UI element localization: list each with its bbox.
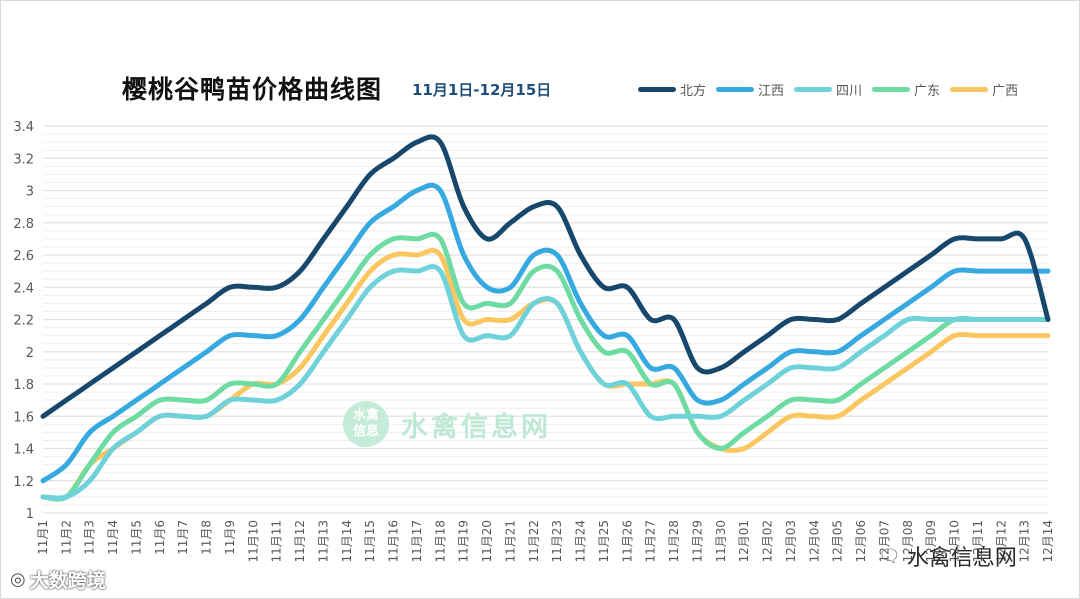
y-tick-label: 2 — [26, 346, 34, 361]
x-tick-label: 11月18 — [433, 520, 447, 563]
x-tick-label: 11月15 — [363, 520, 377, 563]
legend-label: 广东 — [914, 84, 941, 99]
x-tick-label: 11月27 — [644, 520, 658, 563]
x-tick-label: 11月23 — [550, 520, 564, 563]
x-tick-label: 11月30 — [714, 520, 728, 563]
x-tick-label: 11月14 — [340, 520, 354, 563]
x-tick-label: 11月11 — [270, 520, 284, 563]
x-tick-label: 11月7 — [176, 520, 190, 555]
x-tick-label: 12月02 — [761, 520, 775, 563]
x-tick-label: 12月06 — [854, 520, 868, 563]
x-tick-label: 12月12 — [994, 520, 1008, 563]
y-tick-label: 3.4 — [13, 120, 34, 135]
legend-item: 广东 — [872, 80, 940, 99]
legend-label: 北方 — [680, 84, 707, 99]
x-tick-label: 11月9 — [223, 520, 237, 555]
watermark-center-text: 水禽信息网 — [401, 411, 551, 443]
x-tick-label: 11月17 — [410, 520, 424, 563]
legend-swatch — [638, 87, 676, 92]
grid-lines — [43, 125, 1048, 514]
legend-label: 江西 — [758, 84, 785, 99]
y-tick-label: 2.4 — [13, 281, 34, 296]
x-tick-label: 12月14 — [1041, 520, 1055, 563]
x-tick-label: 12月05 — [831, 520, 845, 563]
legend-item: 江西 — [716, 80, 784, 99]
x-tick-label: 12月04 — [807, 520, 821, 563]
legend-item: 四川 — [794, 80, 862, 99]
y-tick-label: 2.2 — [13, 314, 34, 329]
legend-swatch — [950, 87, 989, 92]
watermark-center: 水禽 信息 水禽信息网 — [343, 401, 551, 447]
watermark-bottom-left-text: 大数跨境 — [29, 570, 106, 592]
x-tick-label: 11月12 — [293, 520, 307, 563]
x-tick-label: 11月25 — [597, 520, 611, 563]
y-tick-label: 1.4 — [13, 443, 34, 458]
x-tick-label: 11月1 — [36, 520, 50, 555]
y-tick-label: 1.8 — [13, 378, 34, 393]
x-tick-label: 12月13 — [1018, 520, 1032, 563]
x-tick-label: 11月21 — [503, 520, 517, 563]
y-tick-label: 2.6 — [13, 249, 34, 264]
x-tick-label: 11月16 — [387, 520, 401, 563]
chart-legend: 北方 江西 四川 广东 广西 — [638, 80, 1018, 99]
series-line-2 — [40, 182, 1051, 484]
watermark-corner: 🗨 水禽信息网 — [878, 540, 1017, 572]
x-tick-label: 11月28 — [667, 520, 681, 563]
x-tick-label: 11月20 — [480, 520, 494, 563]
x-tick-label: 12月03 — [784, 520, 798, 563]
legend-label: 四川 — [836, 84, 863, 99]
x-tick-label: 11月5 — [129, 520, 143, 555]
y-tick-label: 1.2 — [13, 475, 34, 490]
y-tick-label: 1.6 — [13, 410, 34, 425]
legend-swatch — [794, 87, 833, 92]
x-tick-label: 11月24 — [574, 520, 588, 563]
x-tick-label: 11月22 — [527, 520, 541, 563]
x-tick-label: 12月10 — [948, 520, 962, 563]
series-line-3 — [40, 264, 1051, 501]
x-tick-label: 12月01 — [737, 520, 751, 563]
x-tick-label: 11月4 — [106, 520, 120, 555]
legend-item: 广西 — [950, 80, 1018, 99]
x-tick-label: 11月29 — [690, 520, 704, 563]
y-axis-ticks: 1 1.2 1.4 1.6 1.8 2 2.2 2.4 2.6 2.8 3 3.2 3.4 — [13, 120, 34, 522]
x-tick-label: 12月09 — [924, 520, 938, 563]
x-tick-label: 11月2 — [59, 520, 73, 555]
series-line-1 — [40, 134, 1051, 419]
watermark-corner-text: 水禽信息网 — [906, 546, 1017, 571]
x-tick-label: 11月10 — [246, 520, 260, 563]
wechat-icon: 🗨 — [878, 545, 901, 567]
x-tick-label: 11月26 — [620, 520, 634, 563]
x-tick-label: 11月3 — [83, 520, 97, 555]
legend-swatch — [872, 87, 911, 92]
y-tick-label: 1 — [26, 507, 34, 522]
x-tick-label: 11月13 — [316, 520, 330, 563]
watermark-badge: 水禽 信息 — [343, 401, 389, 447]
x-tick-label: 12月11 — [971, 520, 985, 563]
y-tick-label: 3.2 — [13, 152, 34, 167]
series-line-4 — [40, 231, 1051, 502]
x-tick-label: 11月8 — [200, 520, 214, 555]
x-axis-ticks: 11月1 11月2 11月3 11月4 11月5 11月6 11月7 11月8 11月9 11月1… — [36, 520, 1055, 563]
x-tick-label: 12月07 — [877, 520, 891, 563]
legend-label: 广西 — [992, 84, 1019, 99]
y-tick-label: 2.8 — [13, 217, 34, 232]
x-tick-label: 11月19 — [457, 520, 471, 563]
legend-item: 北方 — [638, 80, 706, 99]
chart-title: 樱桃谷鸭苗价格曲线图 — [122, 75, 383, 104]
chart-subtitle: 11月1日-12月15日 — [412, 81, 552, 99]
watermark-bottom-left: ◎ 大数跨境 — [10, 566, 106, 593]
x-tick-label: 12月08 — [901, 520, 915, 563]
weibo-icon: ◎ — [10, 569, 26, 590]
y-tick-label: 3 — [26, 185, 34, 200]
series-lines — [40, 134, 1051, 502]
legend-swatch — [716, 87, 755, 92]
x-tick-label: 11月6 — [153, 520, 167, 555]
